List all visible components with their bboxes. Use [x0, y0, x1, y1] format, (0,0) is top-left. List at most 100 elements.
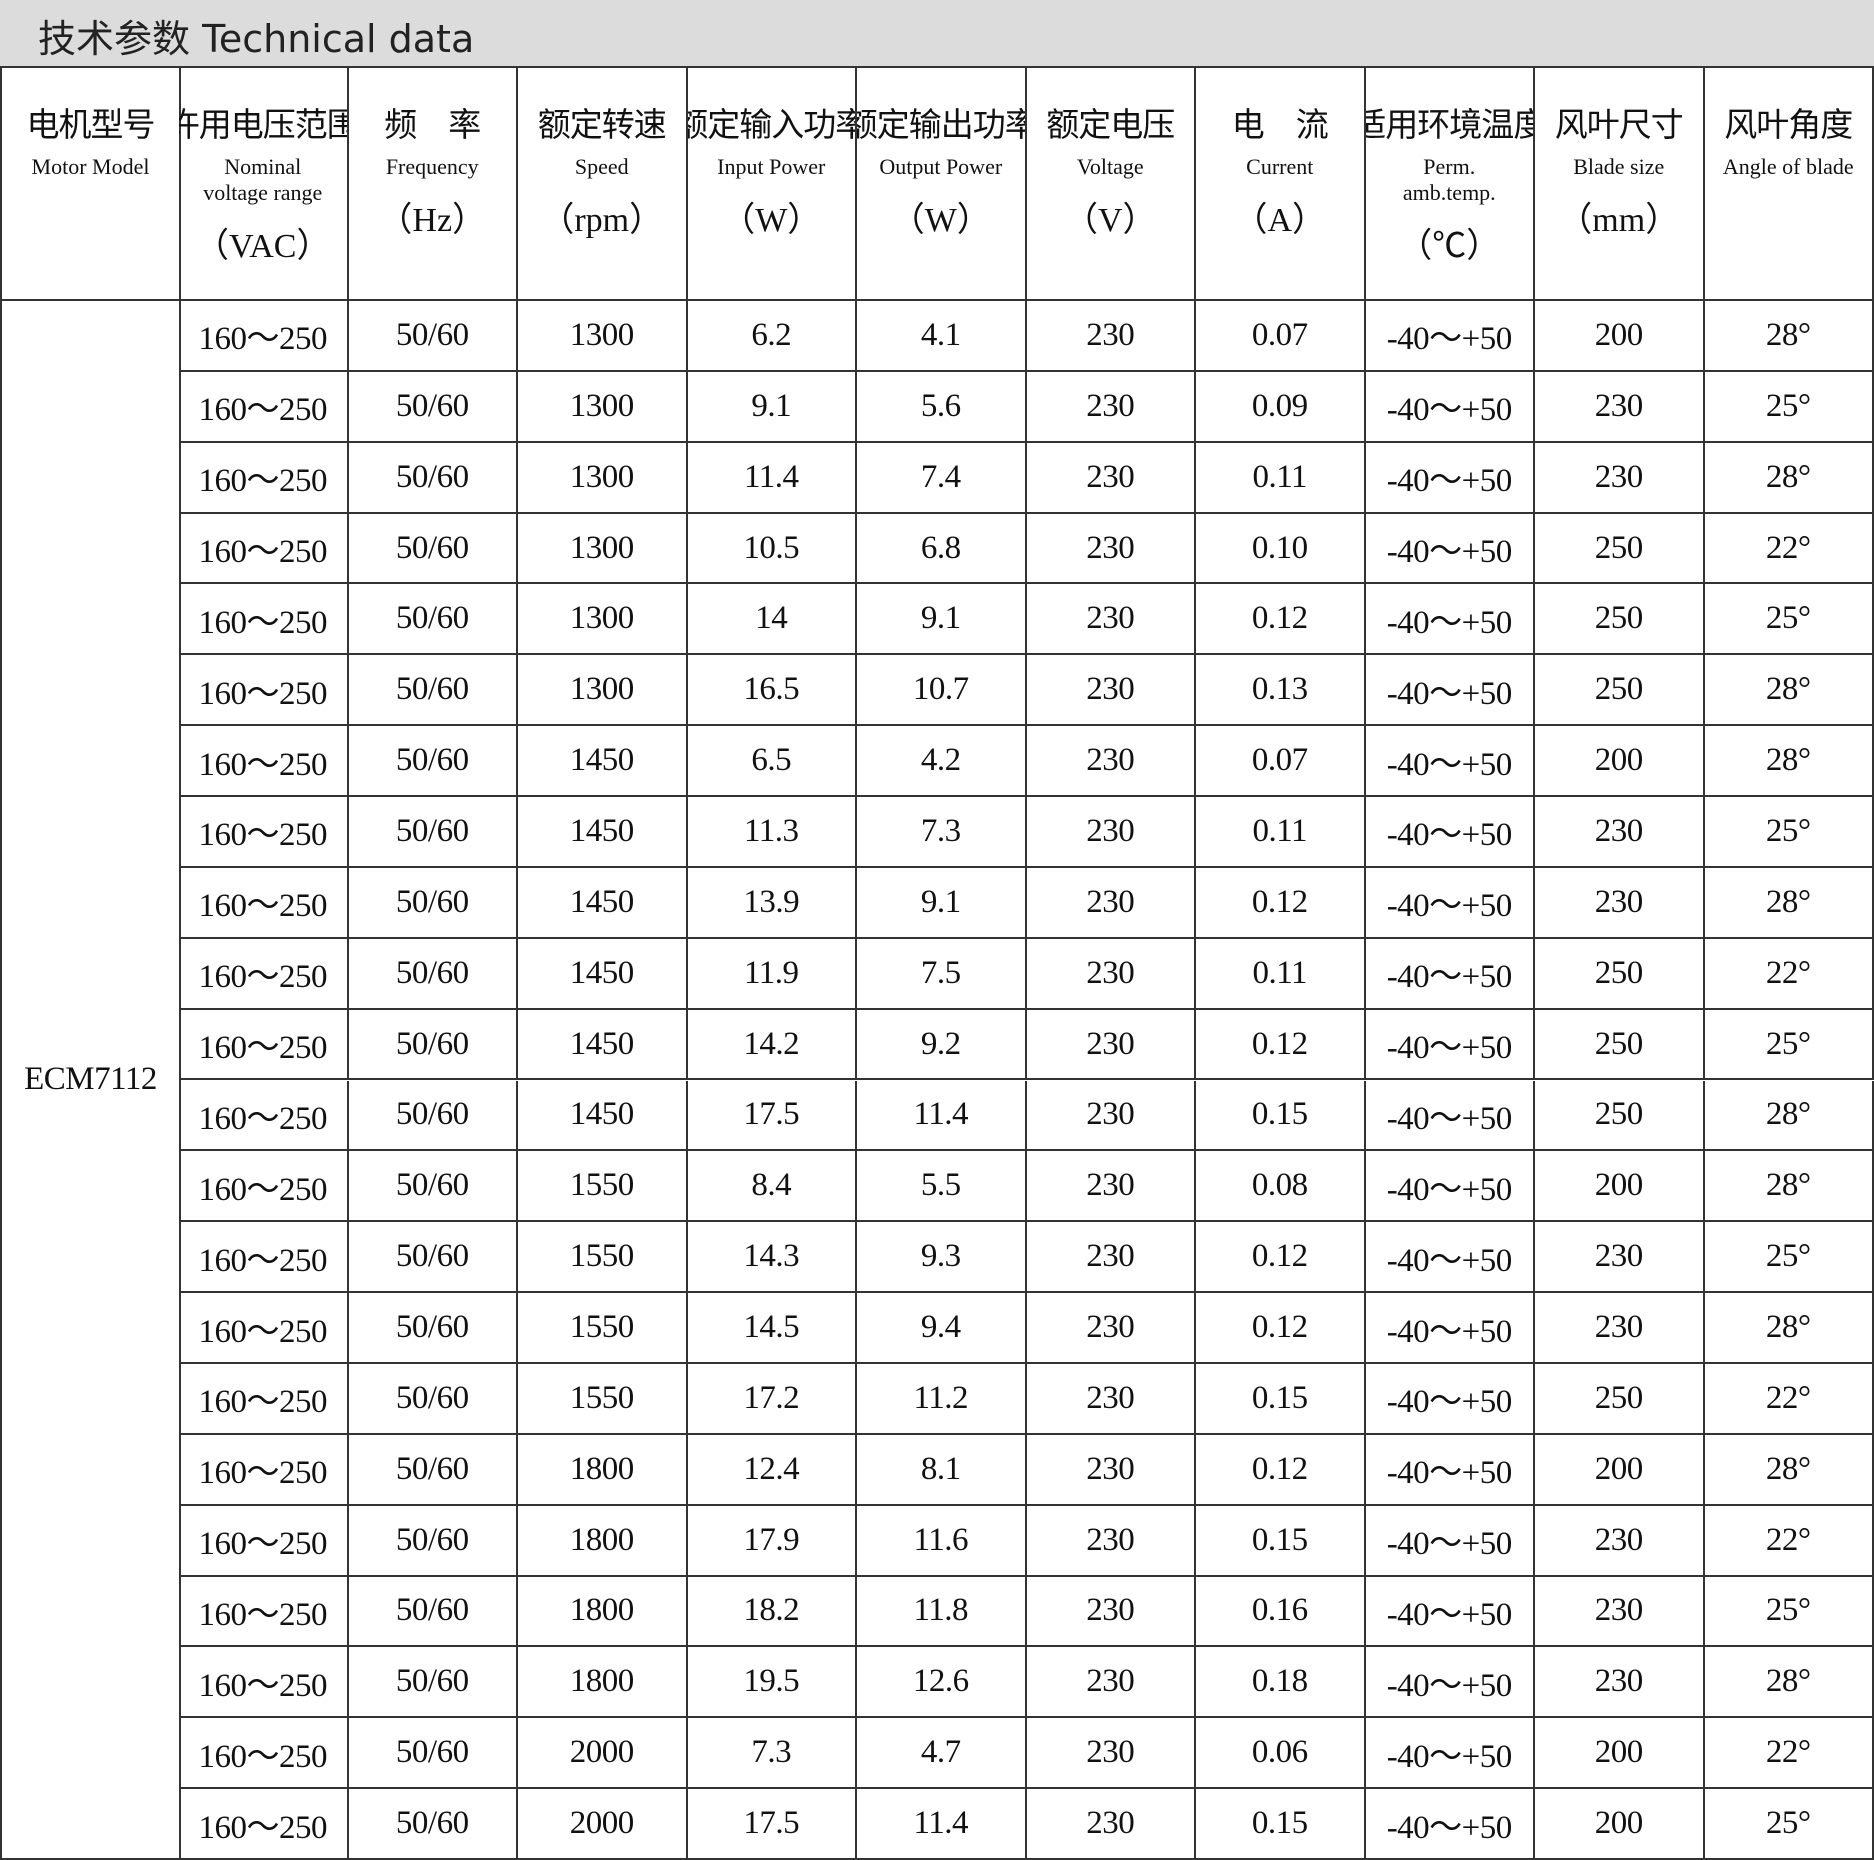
data-cell: 0.12	[1196, 584, 1366, 656]
data-cell: 7.3	[857, 797, 1027, 868]
header-en: Blade size	[1573, 154, 1665, 179]
data-cell: 50/60	[348, 1647, 518, 1719]
data-cell: 250	[1535, 938, 1705, 1010]
data-cell: -40～+50	[1365, 797, 1535, 868]
data-cell: 50/60	[348, 584, 518, 656]
data-cell: 2000	[518, 1718, 688, 1790]
data-cell: 200	[1535, 1434, 1705, 1506]
data-cell: 160～250	[179, 442, 349, 514]
data-cell: 50/60	[348, 442, 518, 514]
data-cell: 0.15	[1196, 1080, 1366, 1152]
data-cell: 230	[1026, 1293, 1196, 1364]
data-cell: 28°	[1704, 442, 1874, 514]
data-cell: 50/60	[348, 1151, 518, 1223]
header-unit: （W）	[890, 202, 991, 239]
header-unit: （℃）	[1398, 228, 1501, 265]
header-cell: 电机型号 Motor Model	[2, 68, 181, 301]
data-cell: 230	[1026, 1789, 1196, 1860]
data-cell: 0.09	[1196, 371, 1366, 443]
data-cell: 250	[1535, 655, 1705, 727]
data-cell: 0.15	[1196, 1789, 1366, 1860]
header-zh: 风叶角度	[1724, 105, 1853, 144]
data-cell: 250	[1535, 513, 1705, 585]
header-unit: （W）	[721, 202, 822, 239]
data-cell: 1450	[518, 1080, 688, 1152]
data-cell: 1300	[518, 442, 688, 514]
data-cell: 50/60	[348, 1363, 518, 1435]
data-cell: 6.5	[687, 726, 857, 798]
data-cell: 22°	[1704, 1718, 1874, 1790]
data-cell: 1300	[518, 301, 688, 372]
data-cell: 11.9	[687, 938, 857, 1010]
title: 技术参数 Technical data	[38, 17, 475, 61]
data-cell: 25°	[1704, 1222, 1874, 1294]
data-cell: 1450	[518, 797, 688, 868]
data-cell: 50/60	[348, 1009, 518, 1081]
header-zh: 电 流	[1231, 105, 1329, 144]
data-cell: 160～250	[179, 1505, 349, 1577]
data-cell: 4.7	[857, 1718, 1027, 1790]
data-cell: -40～+50	[1365, 442, 1535, 514]
header-en: Frequency	[385, 154, 479, 179]
data-cell: 1300	[518, 371, 688, 443]
data-cell: 230	[1026, 1505, 1196, 1577]
data-cell: 11.2	[857, 1363, 1027, 1435]
data-cell: 230	[1535, 1576, 1705, 1648]
data-cell: 16.5	[687, 655, 857, 727]
data-cell: 1450	[518, 938, 688, 1010]
data-cell: 1800	[518, 1434, 688, 1506]
data-cell: 0.15	[1196, 1505, 1366, 1577]
data-cell: 1450	[518, 867, 688, 939]
data-cell: 28°	[1704, 1080, 1874, 1152]
data-cell: 9.1	[857, 584, 1027, 656]
data-cell: 6.2	[687, 301, 857, 372]
data-cell: 230	[1026, 371, 1196, 443]
data-cell: 50/60	[348, 1434, 518, 1506]
data-cell: 230	[1026, 1080, 1196, 1152]
data-cell: 160～250	[179, 1222, 349, 1294]
data-cell: 1300	[518, 655, 688, 727]
data-cell: 160～250	[179, 1151, 349, 1223]
data-cell: 230	[1026, 1363, 1196, 1435]
data-cell: 14.5	[687, 1293, 857, 1364]
data-cell: -40～+50	[1365, 513, 1535, 585]
data-cell: 12.6	[857, 1647, 1027, 1719]
data-cell: 1550	[518, 1151, 688, 1223]
data-cell: 230	[1535, 1505, 1705, 1577]
data-cell: 50/60	[348, 1293, 518, 1364]
data-cell: 0.08	[1196, 1151, 1366, 1223]
data-cell: -40～+50	[1365, 655, 1535, 727]
data-cell: 28°	[1704, 301, 1874, 372]
title-bar: 技术参数 Technical data	[0, 0, 1874, 66]
data-cell: 160～250	[179, 1718, 349, 1790]
header-zh: 额定输出功率	[857, 105, 1025, 144]
data-cell: 10.7	[857, 655, 1027, 727]
data-cell: 28°	[1704, 655, 1874, 727]
data-cell: 50/60	[348, 371, 518, 443]
data-cell: 230	[1026, 1647, 1196, 1719]
header-cell: 额定输出功率 Output Power （W）	[857, 68, 1027, 301]
data-cell: 25°	[1704, 584, 1874, 656]
data-cell: 28°	[1704, 1647, 1874, 1719]
data-cell: 28°	[1704, 1434, 1874, 1506]
data-cell: -40～+50	[1365, 1363, 1535, 1435]
data-cell: 160～250	[179, 513, 349, 585]
data-cell: 17.5	[687, 1080, 857, 1152]
data-cell: 14.3	[687, 1222, 857, 1294]
data-cell: 0.12	[1196, 1222, 1366, 1294]
data-cell: -40～+50	[1365, 584, 1535, 656]
data-cell: 50/60	[348, 867, 518, 939]
data-cell: 230	[1026, 513, 1196, 585]
spec-table: 电机型号 Motor Model 许用电压范围 Nominal voltage ran…	[0, 66, 1874, 1860]
data-cell: 1800	[518, 1576, 688, 1648]
data-cell: 1300	[518, 584, 688, 656]
header-en: Angle of blade	[1722, 154, 1854, 179]
data-cell: 230	[1026, 655, 1196, 727]
data-cell: 230	[1026, 301, 1196, 372]
data-cell: 0.06	[1196, 1718, 1366, 1790]
data-cell: 28°	[1704, 1151, 1874, 1223]
header-en: Voltage	[1076, 154, 1144, 179]
data-cell: 8.4	[687, 1151, 857, 1223]
data-cell: 250	[1535, 1363, 1705, 1435]
data-cell: 230	[1535, 442, 1705, 514]
